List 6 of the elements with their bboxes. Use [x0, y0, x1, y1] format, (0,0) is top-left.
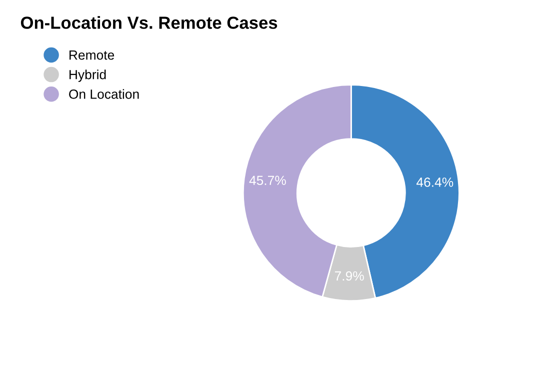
legend-label: Remote: [70, 50, 114, 60]
legend-label: Hybrid: [70, 70, 106, 82]
data-label: 45.7%: [249, 176, 286, 186]
legend-label: On Location: [69, 89, 139, 99]
data-label: 46.4%: [416, 178, 454, 187]
chart-title: On-Location Vs. Remote Cases: [20, 16, 278, 29]
